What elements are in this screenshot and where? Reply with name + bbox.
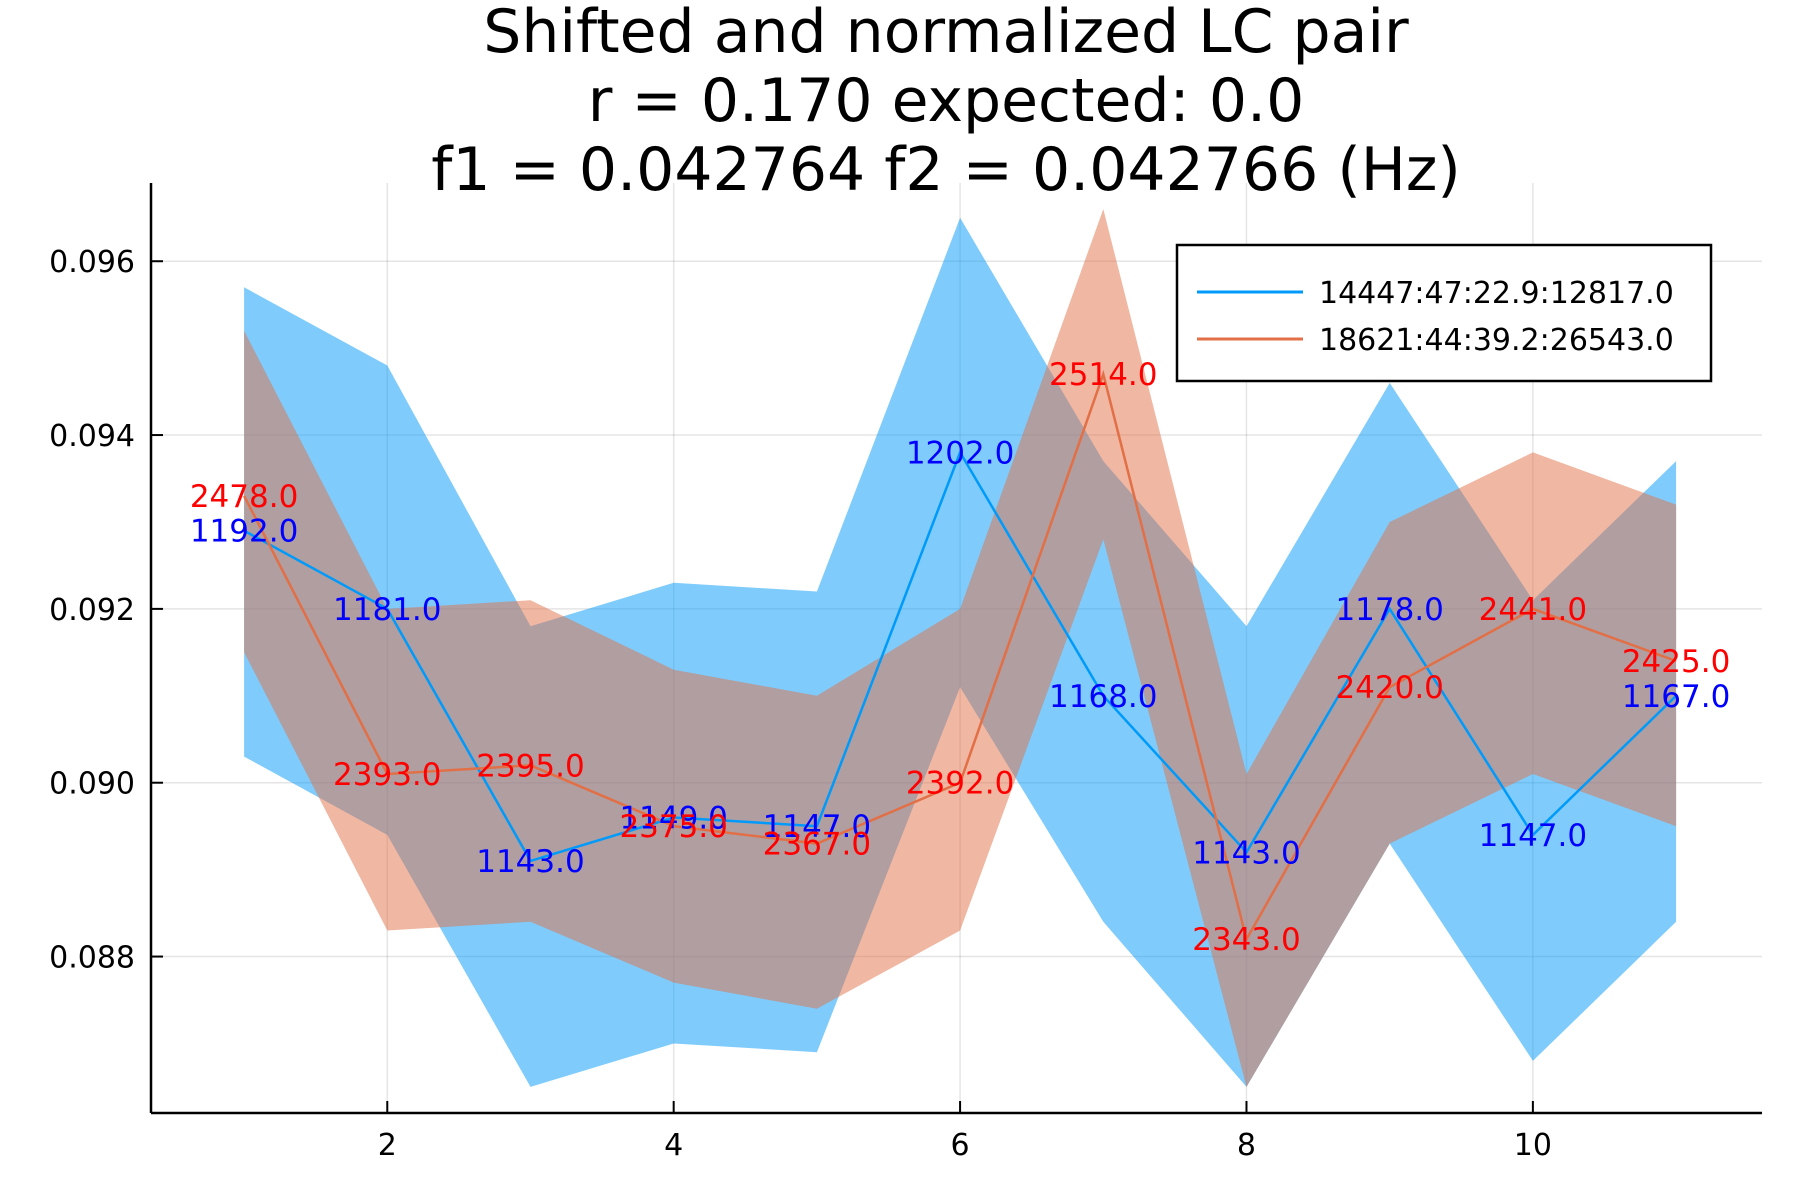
data-label-series-2: 2395.0 [476, 748, 584, 784]
data-label-series-1: 1147.0 [763, 809, 871, 845]
data-label-series-1: 1181.0 [333, 592, 441, 628]
legend: 14447:47:22.9:12817.0 18621:44:39.2:26543… [1175, 243, 1713, 383]
chart-title-line-3: f1 = 0.042764 f2 = 0.042766 (Hz) [431, 135, 1461, 205]
data-label-series-1: 1192.0 [190, 514, 298, 550]
line-series-2 [242, 369, 1677, 943]
data-label-series-2: 2441.0 [1479, 592, 1587, 628]
data-label-series-2: 2425.0 [1622, 644, 1730, 680]
legend-box [1175, 243, 1713, 383]
data-label-series-1: 1178.0 [1335, 592, 1443, 628]
chart-title: Shifted and normalized LC pair r = 0.170… [431, 0, 1461, 205]
data-label-series-2: 2367.0 [763, 827, 871, 863]
confidence-bands [244, 209, 1677, 1087]
data-label-series-2: 2393.0 [333, 757, 441, 793]
data-label-series-2: 2375.0 [619, 809, 727, 845]
x-tick-label: 6 [951, 1128, 970, 1163]
data-label-series-1: 1149.0 [619, 800, 727, 836]
chart-title-line-2: r = 0.170 expected: 0.0 [588, 66, 1305, 136]
tick-labels: 2 4 6 8 10 0.088 0.090 0.092 0.094 0.096 [49, 245, 1552, 1163]
y-tick-label: 0.094 [49, 419, 135, 454]
y-tick-label: 0.090 [49, 767, 135, 802]
legend-label-series-1: 14447:47:22.9:12817.0 [1319, 276, 1674, 311]
data-label-series-2: 2343.0 [1192, 922, 1300, 958]
band-series-2 [244, 209, 1677, 1087]
data-labels: 1192.0 1181.0 1143.0 1149.0 1147.0 1202.0 1168… [190, 357, 1730, 958]
data-label-series-1: 1167.0 [1622, 679, 1730, 715]
x-tick-label: 4 [664, 1128, 683, 1163]
axes [149, 183, 1762, 1115]
data-label-series-2: 2392.0 [906, 766, 1014, 802]
data-label-series-1: 1168.0 [1049, 679, 1157, 715]
legend-label-series-2: 18621:44:39.2:26543.0 [1319, 323, 1674, 358]
x-tick-label: 2 [378, 1128, 397, 1163]
y-tick-label: 0.088 [49, 941, 135, 976]
series-lines [242, 369, 1677, 943]
data-label-series-2: 2420.0 [1335, 670, 1443, 706]
x-tick-label: 10 [1514, 1128, 1552, 1163]
y-tick-label: 0.092 [49, 593, 135, 628]
data-label-series-1: 1143.0 [1192, 835, 1300, 871]
data-label-series-2: 2514.0 [1049, 357, 1157, 393]
line-series-1 [243, 449, 1677, 863]
data-label-series-1: 1143.0 [476, 844, 584, 880]
chart-title-line-1: Shifted and normalized LC pair [483, 0, 1409, 67]
y-tick-label: 0.096 [49, 245, 135, 280]
data-label-series-1: 1202.0 [906, 435, 1014, 471]
data-label-series-2: 2478.0 [190, 479, 298, 515]
data-label-series-1: 1147.0 [1479, 818, 1587, 854]
x-tick-label: 8 [1237, 1128, 1256, 1163]
